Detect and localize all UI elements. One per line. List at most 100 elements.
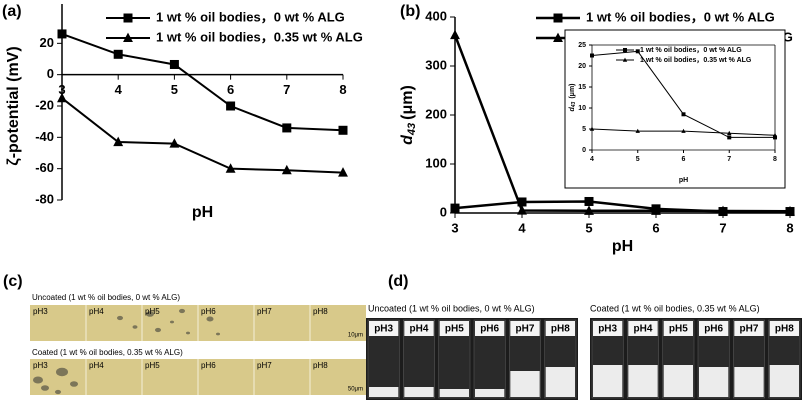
photo-title: Coated (1 wt % oil bodies, 0.35 wt % ALG… [32, 348, 183, 357]
y-tick-label: 10 [578, 105, 586, 112]
emulsion [663, 365, 693, 397]
y-tick-label: 0 [47, 66, 54, 81]
particle [216, 332, 220, 336]
marker [590, 53, 594, 58]
vial-label [769, 321, 799, 336]
x-tick-label: 7 [283, 82, 290, 97]
ph-label: pH3 [374, 324, 393, 335]
marker [113, 49, 123, 59]
y-label-unit: (μm) [569, 83, 576, 98]
x-tick-label: 7 [719, 220, 726, 235]
y-tick-label: 300 [425, 57, 447, 72]
y-tick-label: -60 [35, 160, 54, 175]
marker [282, 123, 292, 133]
vial-label [404, 321, 434, 336]
scale-label: 10μm [348, 333, 363, 339]
y-tick-label: 200 [425, 106, 447, 121]
marker [584, 196, 594, 206]
y-axis-label: d43 (μm) [399, 85, 418, 145]
legend-marker [123, 32, 133, 43]
panel-label: (a) [2, 3, 22, 20]
series-line [453, 34, 791, 213]
marker [635, 128, 640, 133]
ph-label: pH3 [598, 324, 617, 335]
ph-label: pH6 [201, 361, 216, 370]
panel-label: (d) [388, 273, 408, 290]
vial-label [510, 321, 540, 336]
y-label-symbol: d [399, 134, 416, 145]
marker [517, 197, 527, 207]
particle [132, 325, 138, 329]
legend-label: 1 wt % oil bodies，0 wt % ALG [156, 9, 345, 24]
marker [281, 164, 292, 175]
marker [57, 92, 67, 103]
y-tick-label: 0 [582, 147, 586, 154]
marker [635, 49, 640, 54]
y-tick-label: 25 [578, 42, 586, 49]
marker [727, 130, 732, 135]
ph-label: pH5 [669, 324, 688, 335]
y-tick-label: 20 [40, 35, 54, 50]
ph-label: pH8 [313, 361, 328, 370]
legend-label: 1 wt % oil bodies，0 wt % ALG [586, 9, 775, 24]
y-label-subscript: 43 [406, 123, 418, 136]
particle [146, 311, 154, 317]
y-tick-label: 100 [425, 155, 447, 170]
marker [785, 205, 795, 216]
vial-label [475, 321, 505, 336]
marker [225, 163, 236, 173]
vial-label [439, 321, 469, 336]
legend-label: 1 wt % oil bodies，0.35 wt % ALG [640, 57, 752, 64]
legend-marker [553, 13, 563, 23]
ph-label: pH8 [313, 307, 328, 316]
emulsion [439, 389, 469, 397]
ph-label: pH7 [257, 307, 272, 316]
x-tick-label: 7 [727, 156, 731, 163]
ph-label: pH5 [145, 361, 160, 370]
x-tick-label: 6 [682, 156, 686, 163]
vial-label [663, 321, 693, 336]
emulsion [475, 389, 505, 397]
x-tick-label: 5 [585, 220, 592, 235]
vial-label [628, 321, 658, 336]
marker [226, 101, 236, 111]
series-line [61, 32, 344, 132]
ph-label: pH8 [775, 324, 794, 335]
x-tick-label: 3 [451, 220, 458, 235]
x-tick-label: 4 [590, 156, 594, 163]
marker [773, 135, 777, 140]
emulsion [734, 367, 764, 397]
micrograph-strip: pH3 pH4 pH5 pH6 pH7 pH8 10μm [30, 305, 366, 341]
y-axis-label: ζ-potential (mV) [5, 46, 22, 165]
photo-title: Coated (1 wt % oil bodies, 0.35 wt % ALG… [590, 303, 760, 313]
ph-label: pH3 [33, 307, 48, 316]
y-tick-label: 20 [578, 63, 586, 70]
emulsion [769, 365, 799, 397]
marker [681, 112, 686, 117]
y-axis-label: d43 (μm) [569, 83, 577, 111]
legend-marker [123, 13, 133, 23]
emulsion [628, 365, 658, 397]
ph-label: pH7 [516, 324, 535, 335]
marker [450, 203, 460, 213]
marker [727, 135, 732, 140]
marker [338, 125, 348, 135]
marker [772, 132, 778, 138]
photo-title: Uncoated (1 wt % oil bodies, 0 wt % ALG) [32, 293, 180, 302]
x-tick-label: 6 [227, 82, 234, 97]
photo-title: Uncoated (1 wt % oil bodies, 0 wt % ALG) [368, 303, 535, 313]
marker [589, 126, 595, 131]
particle [179, 308, 185, 314]
ph-label: pH6 [704, 324, 723, 335]
y-label-subscript: 43 [571, 101, 577, 108]
x-tick-label: 4 [518, 220, 526, 235]
vial-label [545, 321, 575, 336]
particle [70, 381, 78, 387]
marker [169, 138, 180, 148]
x-axis-label: pH [192, 204, 213, 221]
scale-label: 50μm [348, 387, 363, 393]
y-label-symbol: d [569, 107, 576, 112]
marker [450, 29, 460, 40]
y-tick-label: 15 [578, 84, 586, 91]
